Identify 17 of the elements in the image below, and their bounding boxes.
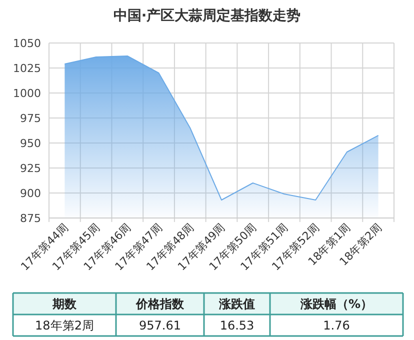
chart-title: 中国·产区大蒜周定基指数走势 [113, 7, 301, 24]
text: 1.76 [323, 318, 350, 332]
text: 957.61 [139, 318, 181, 332]
text: 价格指数 [135, 297, 185, 311]
y-tick-label: 1025 [13, 62, 41, 75]
text: 涨跌幅（%） [299, 297, 373, 311]
text: 16.53 [220, 318, 254, 332]
y-tick-label: 875 [20, 212, 41, 225]
text: 18年第2周 [35, 318, 94, 332]
y-tick-label: 925 [20, 162, 41, 175]
y-tick-label: 900 [20, 187, 41, 200]
y-tick-label: 975 [20, 112, 41, 125]
text: 涨跌值 [218, 297, 255, 311]
text: 期数 [52, 297, 78, 311]
y-tick-label: 950 [20, 137, 41, 150]
y-tick-label: 1050 [13, 37, 41, 50]
y-tick-label: 1000 [13, 87, 41, 100]
